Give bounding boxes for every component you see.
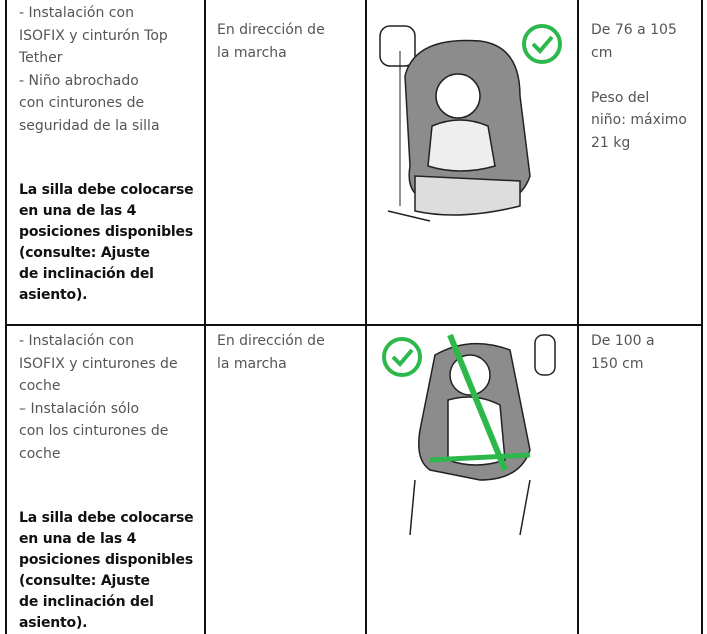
installation-text: - Instalación con ISOFIX y cinturones de c… <box>19 330 178 465</box>
table-border <box>204 0 206 634</box>
text-line: posiciones disponibles <box>19 224 193 240</box>
text-line: La silla debe colocarse <box>19 182 194 198</box>
text-line: 150 cm <box>591 355 644 372</box>
direction-text: En dirección de la marcha <box>217 19 325 64</box>
text-line: con cinturones de <box>19 95 145 111</box>
booster-seat-illustration <box>382 333 556 536</box>
text-line: la marcha <box>217 355 287 372</box>
text-line: – Instalación sólo <box>19 400 140 417</box>
table-border <box>5 0 7 634</box>
table-border <box>365 0 367 634</box>
text-line: ISOFIX y cinturones de <box>19 355 178 372</box>
text-line: ISOFIX y cinturón Top <box>19 27 168 44</box>
text-line: 21 kg <box>591 134 631 151</box>
text-line: de inclinación del <box>19 594 154 610</box>
note-text: La silla debe colocarse en una de las 4 po… <box>19 180 194 306</box>
text-line: (consulte: Ajuste <box>19 245 150 261</box>
text-line: asiento). <box>19 615 88 631</box>
text-line: posiciones disponibles <box>19 552 193 568</box>
text-line: (consulte: Ajuste <box>19 573 150 589</box>
text-line: En dirección de <box>217 22 325 38</box>
text-line: Peso del <box>591 89 650 106</box>
text-line: con los cinturones de <box>19 423 169 439</box>
installation-text: - Instalación con ISOFIX y cinturón Top Te… <box>19 2 168 137</box>
table-border <box>577 0 579 634</box>
text-line: cm <box>591 44 613 61</box>
text-line: La silla debe colocarse <box>19 510 194 526</box>
text-line: seguridad de la silla <box>19 117 160 134</box>
text-line: asiento). <box>19 287 88 303</box>
table-border <box>701 0 703 634</box>
size-text: De 100 a 150 cm <box>591 330 655 375</box>
text-line: De 100 a <box>591 333 655 349</box>
text-line: En dirección de <box>217 333 325 349</box>
text-line: de inclinación del <box>19 266 154 282</box>
text-line: - Niño abrochado <box>19 72 139 89</box>
text-line: - Instalación con <box>19 5 134 21</box>
text-line: coche <box>19 378 61 394</box>
text-line: la marcha <box>217 44 287 61</box>
text-line: niño: máximo <box>591 112 687 128</box>
table-border <box>6 324 703 326</box>
text-line <box>591 64 687 87</box>
text-line: - Instalación con <box>19 333 134 349</box>
note-text: La silla debe colocarse en una de las 4 po… <box>19 508 194 634</box>
direction-text: En dirección de la marcha <box>217 330 325 375</box>
text-line: en una de las 4 <box>19 203 137 219</box>
text-line: Tether <box>19 50 63 66</box>
text-line: De 76 a 105 <box>591 22 677 38</box>
text-line: en una de las 4 <box>19 531 137 547</box>
text-line: coche <box>19 445 61 462</box>
size-text: De 76 a 105 cm Peso del niño: máximo 21 kg <box>591 19 687 154</box>
car-seat-illustration <box>379 24 562 222</box>
